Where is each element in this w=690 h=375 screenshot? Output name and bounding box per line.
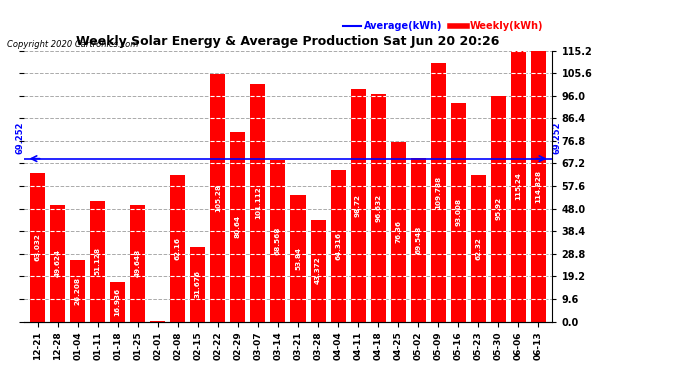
Bar [351,89,366,321]
Bar [531,51,546,321]
Text: 96.632: 96.632 [375,194,381,222]
Bar [170,176,186,321]
Bar [230,132,246,321]
Text: 49.624: 49.624 [55,249,61,277]
Bar [310,219,326,321]
Text: 105.28: 105.28 [215,184,221,212]
Text: 43.372: 43.372 [315,256,321,284]
Bar [371,94,386,321]
Text: 63.032: 63.032 [34,234,41,261]
Text: 69.252: 69.252 [15,122,24,154]
Bar [90,201,105,321]
Text: 69.548: 69.548 [415,226,421,254]
Text: 68.568: 68.568 [275,227,281,255]
Bar [451,103,466,321]
Text: 101.112: 101.112 [255,186,261,219]
Bar [331,170,346,321]
Legend: Average(kWh), Weekly(kWh): Average(kWh), Weekly(kWh) [339,18,548,35]
Bar [110,282,125,321]
Text: 62.16: 62.16 [175,237,181,260]
Text: 62.32: 62.32 [475,237,482,260]
Text: 53.84: 53.84 [295,247,301,270]
Bar [471,175,486,321]
Bar [491,96,506,321]
Bar [270,160,286,321]
Text: 95.92: 95.92 [495,197,502,220]
Text: 26.208: 26.208 [75,277,81,305]
Text: 115.24: 115.24 [515,172,522,200]
Bar [190,247,206,321]
Text: 51.128: 51.128 [95,248,101,275]
Text: 98.72: 98.72 [355,194,361,217]
Text: 31.676: 31.676 [195,270,201,298]
Bar [210,74,226,321]
Text: Copyright 2020 Cartronics.com: Copyright 2020 Cartronics.com [7,40,138,49]
Bar [50,205,65,321]
Text: 64.316: 64.316 [335,232,341,260]
Title: Weekly Solar Energy & Average Production Sat Jun 20 20:26: Weekly Solar Energy & Average Production… [77,35,500,48]
Text: 76.36: 76.36 [395,220,401,243]
Text: 69.252: 69.252 [553,122,562,154]
Bar [290,195,306,321]
Bar [130,205,146,321]
Text: 114.828: 114.828 [535,170,542,203]
Bar [391,142,406,321]
Text: 93.008: 93.008 [455,198,462,226]
Bar [411,158,426,321]
Text: 109.788: 109.788 [435,176,441,209]
Text: 16.936: 16.936 [115,288,121,316]
Bar [30,173,45,321]
Bar [431,63,446,321]
Bar [250,84,266,321]
Text: 80.64: 80.64 [235,215,241,238]
Text: 49.648: 49.648 [135,249,141,277]
Bar [511,51,526,321]
Bar [70,260,85,321]
